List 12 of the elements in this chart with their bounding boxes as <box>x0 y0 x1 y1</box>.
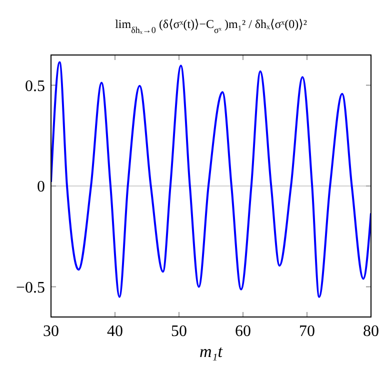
chart-title: lim$_{δhₓ→0}$ (δ⟨σˣ(t)⟩−C$_{σˣ}$)m₁² / δhₓ⟨σˣ(0)⟩² <box>115 17 308 35</box>
x-tick-label: 60 <box>235 323 251 340</box>
y-tick-label: 0.5 <box>25 78 45 95</box>
y-tick-label: 0 <box>37 178 45 196</box>
line-series <box>51 61 371 298</box>
x-tick-label: 40 <box>107 323 123 340</box>
x-tick-label: 70 <box>299 323 315 340</box>
x-tick-label: 30 <box>43 323 59 340</box>
x-tick-label: 80 <box>363 323 379 340</box>
y-tick-label: −0.5 <box>16 279 45 296</box>
x-tick-label: 50 <box>171 323 187 340</box>
x-axis-title: m₁t <box>200 342 224 361</box>
